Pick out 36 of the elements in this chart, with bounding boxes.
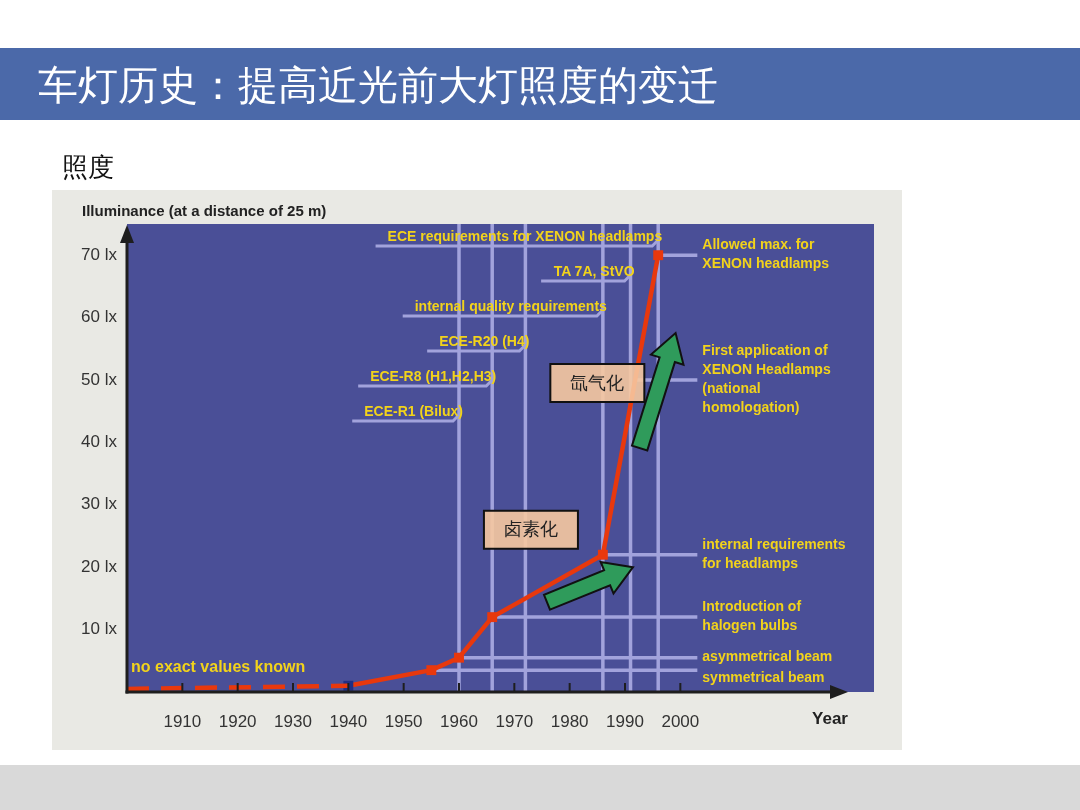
x-tick-label: 1920 bbox=[218, 711, 257, 731]
y-axis-title: Illuminance (at a distance of 25 m) bbox=[82, 202, 327, 219]
y-tick-label: 40 lx bbox=[81, 432, 118, 452]
y-tick-label: 30 lx bbox=[81, 494, 118, 514]
annotation: no exact values known bbox=[131, 658, 306, 675]
y-tick-label: 20 lx bbox=[81, 556, 118, 576]
ref-line-label: TA 7A, StVO bbox=[553, 263, 635, 279]
ref-line-label: Allowed max. for XENON headlamps bbox=[702, 236, 830, 272]
ref-line-label: First application of XENON Headlamps (national homologation) bbox=[702, 341, 831, 415]
ref-line-label: internal quality requirements bbox=[414, 298, 608, 314]
x-tick-label: 1930 bbox=[274, 711, 312, 731]
ref-line-label: ECE-R8 (H1,H2,H3) bbox=[370, 368, 497, 384]
chart-title: 车灯历史：提高近光前大灯照度的变迁 bbox=[38, 62, 718, 108]
x-tick-label: 1950 bbox=[384, 711, 423, 731]
chart-subtitle: 照度 bbox=[62, 151, 114, 184]
ref-line-label: internal requirements for headlamps bbox=[702, 535, 846, 571]
ref-line-label: ECE-R20 (H4) bbox=[439, 333, 530, 349]
ref-line-label: ECE requirements for XENON headlamps bbox=[387, 228, 663, 244]
y-tick-label: 10 lx bbox=[81, 619, 118, 639]
x-tick-label: 1960 bbox=[440, 711, 478, 731]
x-tick-label: 1970 bbox=[495, 711, 534, 731]
y-tick-label: 50 lx bbox=[81, 369, 118, 389]
ref-line-label: symmetrical beam bbox=[702, 669, 825, 686]
annotation: 卤素化 bbox=[503, 518, 558, 540]
x-axis-title: Year bbox=[812, 709, 849, 728]
ref-line-label: Introduction of halogen bulbs bbox=[702, 597, 802, 633]
x-tick-label: 1940 bbox=[329, 711, 368, 731]
x-tick-label: 1910 bbox=[163, 711, 202, 731]
ref-line-label: ECE-R1 (Bilux) bbox=[364, 403, 463, 419]
y-tick-label: 60 lx bbox=[81, 307, 118, 327]
x-tick-label: 1990 bbox=[606, 711, 644, 731]
x-tick-label: 1980 bbox=[550, 711, 589, 731]
x-tick-label: 2000 bbox=[661, 711, 700, 731]
ref-line-label: asymmetrical beam bbox=[702, 648, 833, 665]
annotation: 氙气化 bbox=[570, 371, 625, 393]
y-tick-label: 70 lx bbox=[81, 244, 118, 264]
